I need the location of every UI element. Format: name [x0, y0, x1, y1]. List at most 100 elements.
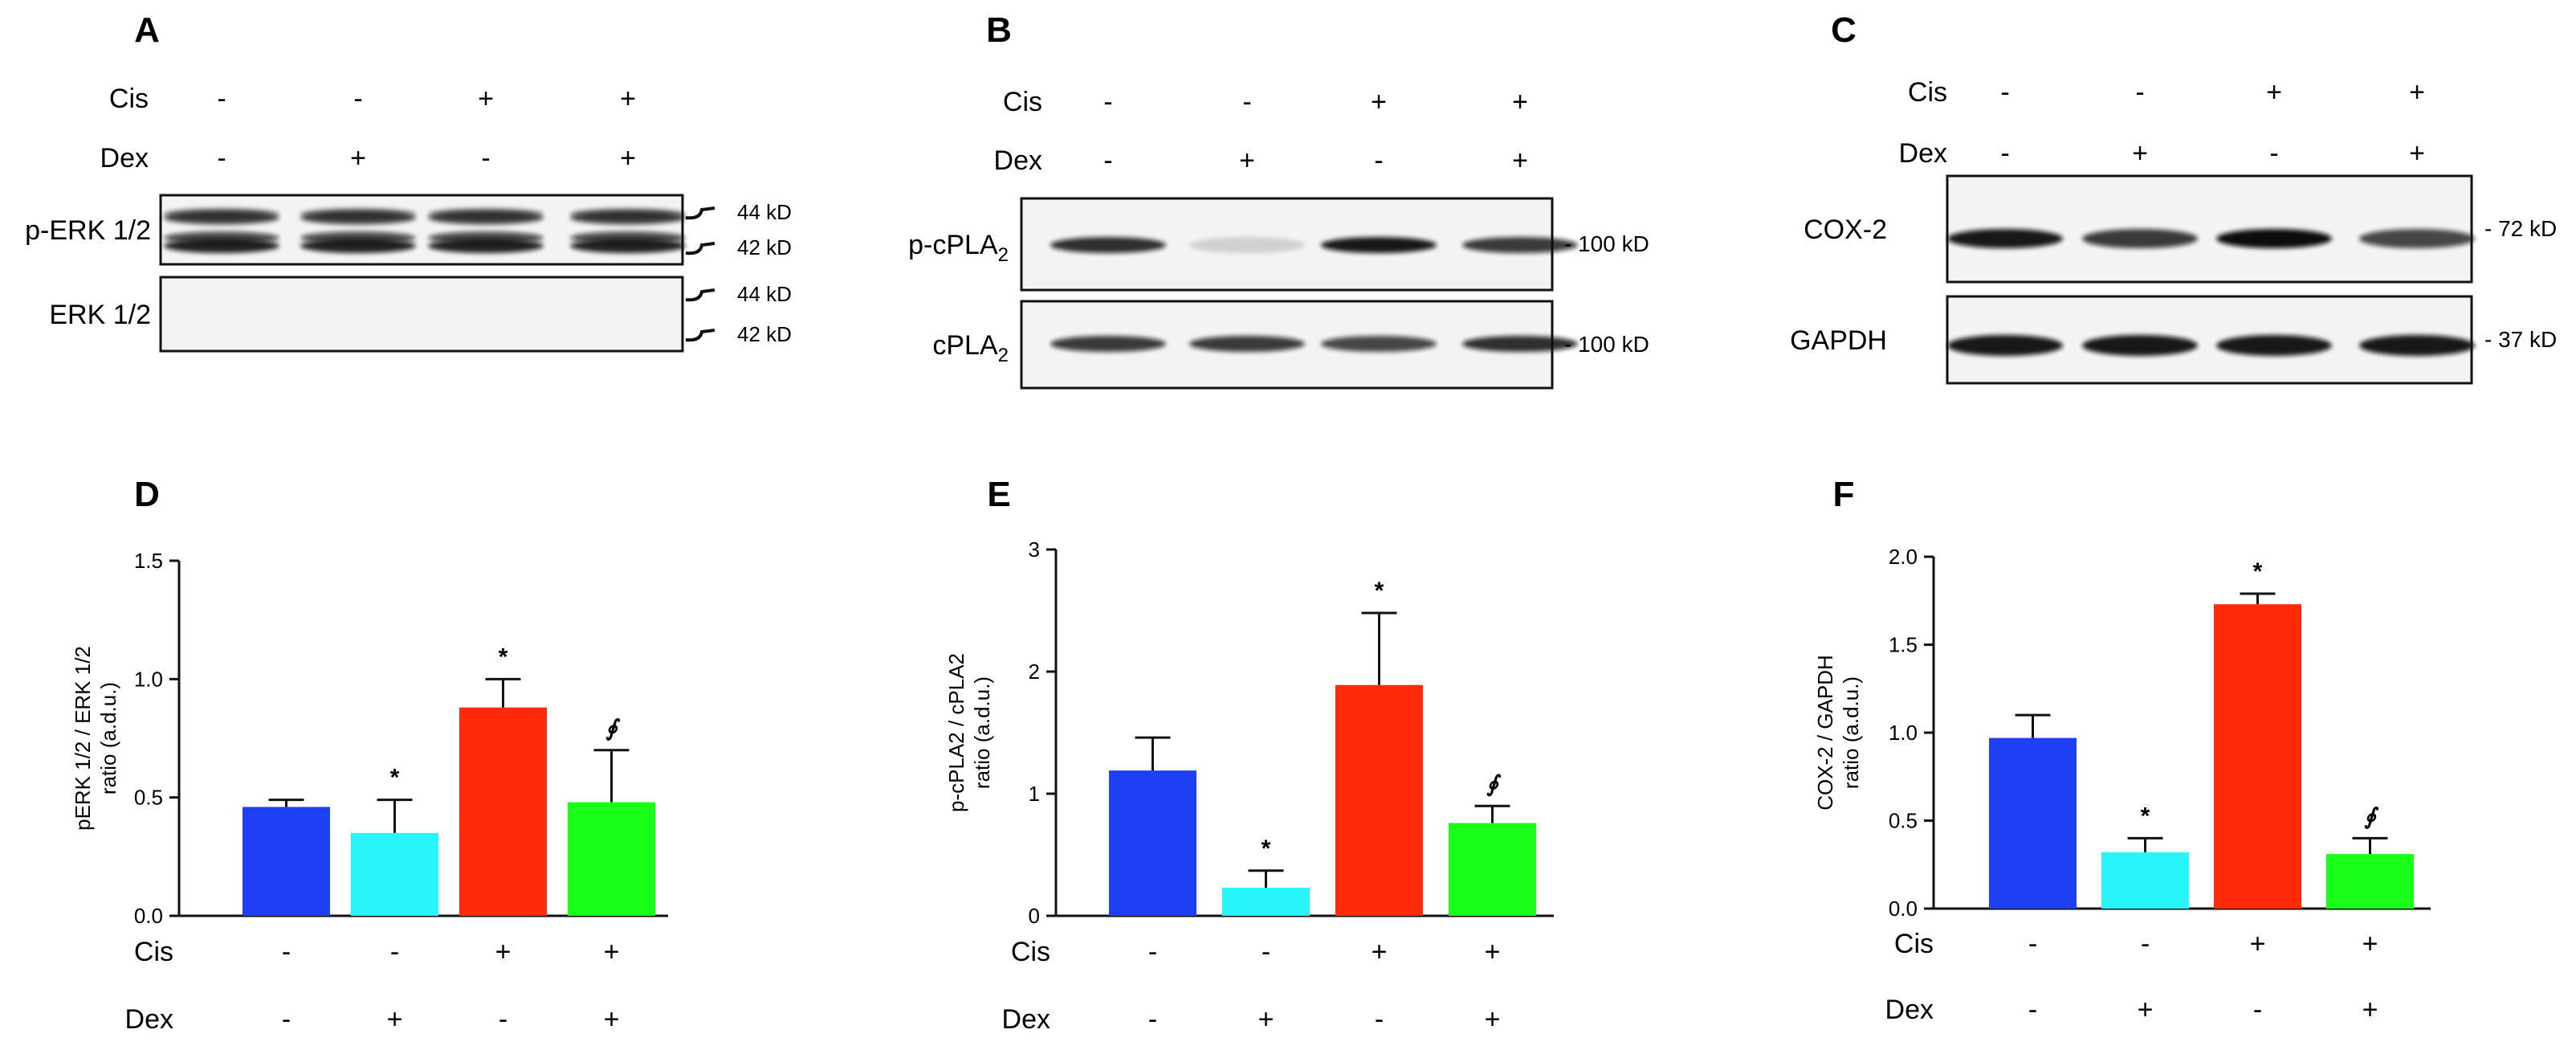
blot-frame [1946, 174, 2473, 284]
bar [459, 707, 547, 916]
cis-row-label: Cis [134, 937, 173, 967]
kd-label: 42 kD [737, 235, 792, 259]
blot-label-main: p-cPLA [908, 230, 998, 260]
kd-label: - 100 kD [1564, 332, 1649, 357]
blot-band [428, 210, 544, 225]
blot-row-label: GAPDH [1790, 325, 1887, 356]
blot-band [2216, 229, 2332, 248]
y-axis-label: p-cPLA2 / cPLA2ratio (a.d.u.) [944, 653, 994, 812]
dex-sign: + [604, 1004, 620, 1035]
blot-band [300, 239, 416, 253]
blot-band [1050, 336, 1166, 352]
dex-sign: - [499, 1004, 507, 1035]
dex-sign: + [350, 143, 366, 174]
dex-sign: - [2253, 995, 2262, 1025]
dex-sign: - [1103, 145, 1112, 176]
cis-sign: + [495, 937, 512, 967]
y-axis-label-line1: pERK 1/2 / ERK 1/2 [71, 646, 95, 831]
blot-band [164, 210, 279, 225]
dex-sign: + [1512, 145, 1528, 176]
y-tick-label: 0.0 [134, 904, 163, 928]
blot-band [428, 239, 544, 253]
dex-sign: + [2138, 995, 2154, 1025]
blot-band [2082, 335, 2198, 356]
kd-bracket [685, 206, 715, 220]
blot-band [1321, 336, 1437, 352]
y-tick-label: 0.0 [1889, 897, 1918, 921]
cis-sign: - [390, 937, 399, 967]
significance-star: * [390, 765, 400, 791]
blot-band [1321, 237, 1437, 253]
kd-bracket [685, 242, 715, 255]
blot-panel-c: C Cis Dex - - + + - + - + COX-2 - 72 kD GAPDH - 37 kD [1790, 10, 2557, 385]
blot-label-subscript: 2 [998, 345, 1009, 366]
blot-row-label: COX-2 [1804, 214, 1887, 245]
blot-label-main: p-ERK 1/2 [25, 215, 151, 246]
significance-star: * [2253, 558, 2263, 585]
dex-sign: + [1258, 1004, 1274, 1035]
blot-band [300, 210, 416, 225]
y-tick-label: 1.5 [134, 549, 163, 573]
y-axis-label-line2: ratio (a.d.u.) [96, 682, 120, 795]
blot-row-label: p-cPLA2 [908, 230, 1009, 266]
cis-sign: + [478, 84, 494, 114]
kd-label: 42 kD [737, 322, 792, 346]
dex-sign: - [2000, 138, 2009, 169]
panel-letter: A [134, 10, 160, 50]
cis-sign: - [2135, 77, 2144, 108]
dex-sign: - [1374, 145, 1383, 176]
cis-sign: - [1242, 87, 1251, 117]
kd-label: 44 kD [737, 200, 792, 224]
y-tick-label: 2 [1029, 660, 1040, 684]
y-tick-label: 1.5 [1889, 633, 1918, 657]
kd-label: 44 kD [737, 282, 792, 306]
cis-sign: - [217, 84, 226, 114]
significance-symbol: ∮ [605, 716, 621, 741]
chart-panel-e: E 0 1 2 3 p-cPLA2 / cPLA2ratio (a.d.u.) * * ∮ Cis… [944, 475, 1554, 1035]
dex-row-label: Dex [100, 143, 149, 174]
bar [1335, 684, 1423, 916]
y-axis-label-line2: ratio (a.d.u.) [1839, 676, 1863, 789]
significance-symbol: ∮ [1486, 771, 1502, 797]
y-tick-label: 1 [1029, 782, 1040, 806]
dex-sign: + [2132, 138, 2148, 169]
panel-letter: F [1833, 475, 1855, 514]
kd-label: - 100 kD [1564, 231, 1649, 256]
kd-label: - 37 kD [2484, 327, 2557, 352]
y-tick-label: 3 [1029, 537, 1040, 562]
chart-panel-d: D 0.0 0.5 1.0 1.5 pERK 1/2 / ERK 1/2ratio (a.… [71, 475, 668, 1035]
cis-row-label: Cis [1894, 929, 1934, 959]
blot-band [1050, 237, 1166, 253]
kd-bracket [685, 329, 715, 342]
panel-letter: B [986, 10, 1012, 50]
cis-row-label: Cis [1908, 77, 1947, 108]
dex-sign: - [2269, 138, 2278, 169]
significance-star: * [499, 643, 508, 670]
blot-band [2359, 335, 2475, 356]
blot-band [1462, 336, 1578, 352]
panel-letter: D [134, 475, 160, 514]
dex-sign: - [481, 143, 490, 174]
cis-sign: + [604, 937, 620, 967]
cis-row-label: Cis [1011, 937, 1050, 967]
bar [1449, 823, 1536, 916]
cis-sign: + [1371, 87, 1387, 117]
cis-sign: - [1103, 87, 1112, 117]
blot-band [2082, 229, 2198, 248]
cis-sign: - [282, 937, 291, 967]
dex-row-label: Dex [1899, 138, 1947, 169]
cis-sign: - [2141, 929, 2150, 959]
bar [568, 802, 655, 916]
dex-row-label: Dex [125, 1004, 173, 1035]
blot-frame [159, 194, 684, 266]
blot-row-label: p-ERK 1/2 [25, 215, 151, 246]
cis-row-label: Cis [1003, 87, 1042, 117]
y-axis-label-line1: p-cPLA2 / cPLA2 [944, 653, 968, 812]
blot-row-label: ERK 1/2 [49, 300, 151, 330]
bar [2214, 604, 2301, 909]
cis-sign: + [1485, 937, 1501, 967]
cis-sign: - [2000, 77, 2009, 108]
dex-sign: + [620, 143, 636, 174]
